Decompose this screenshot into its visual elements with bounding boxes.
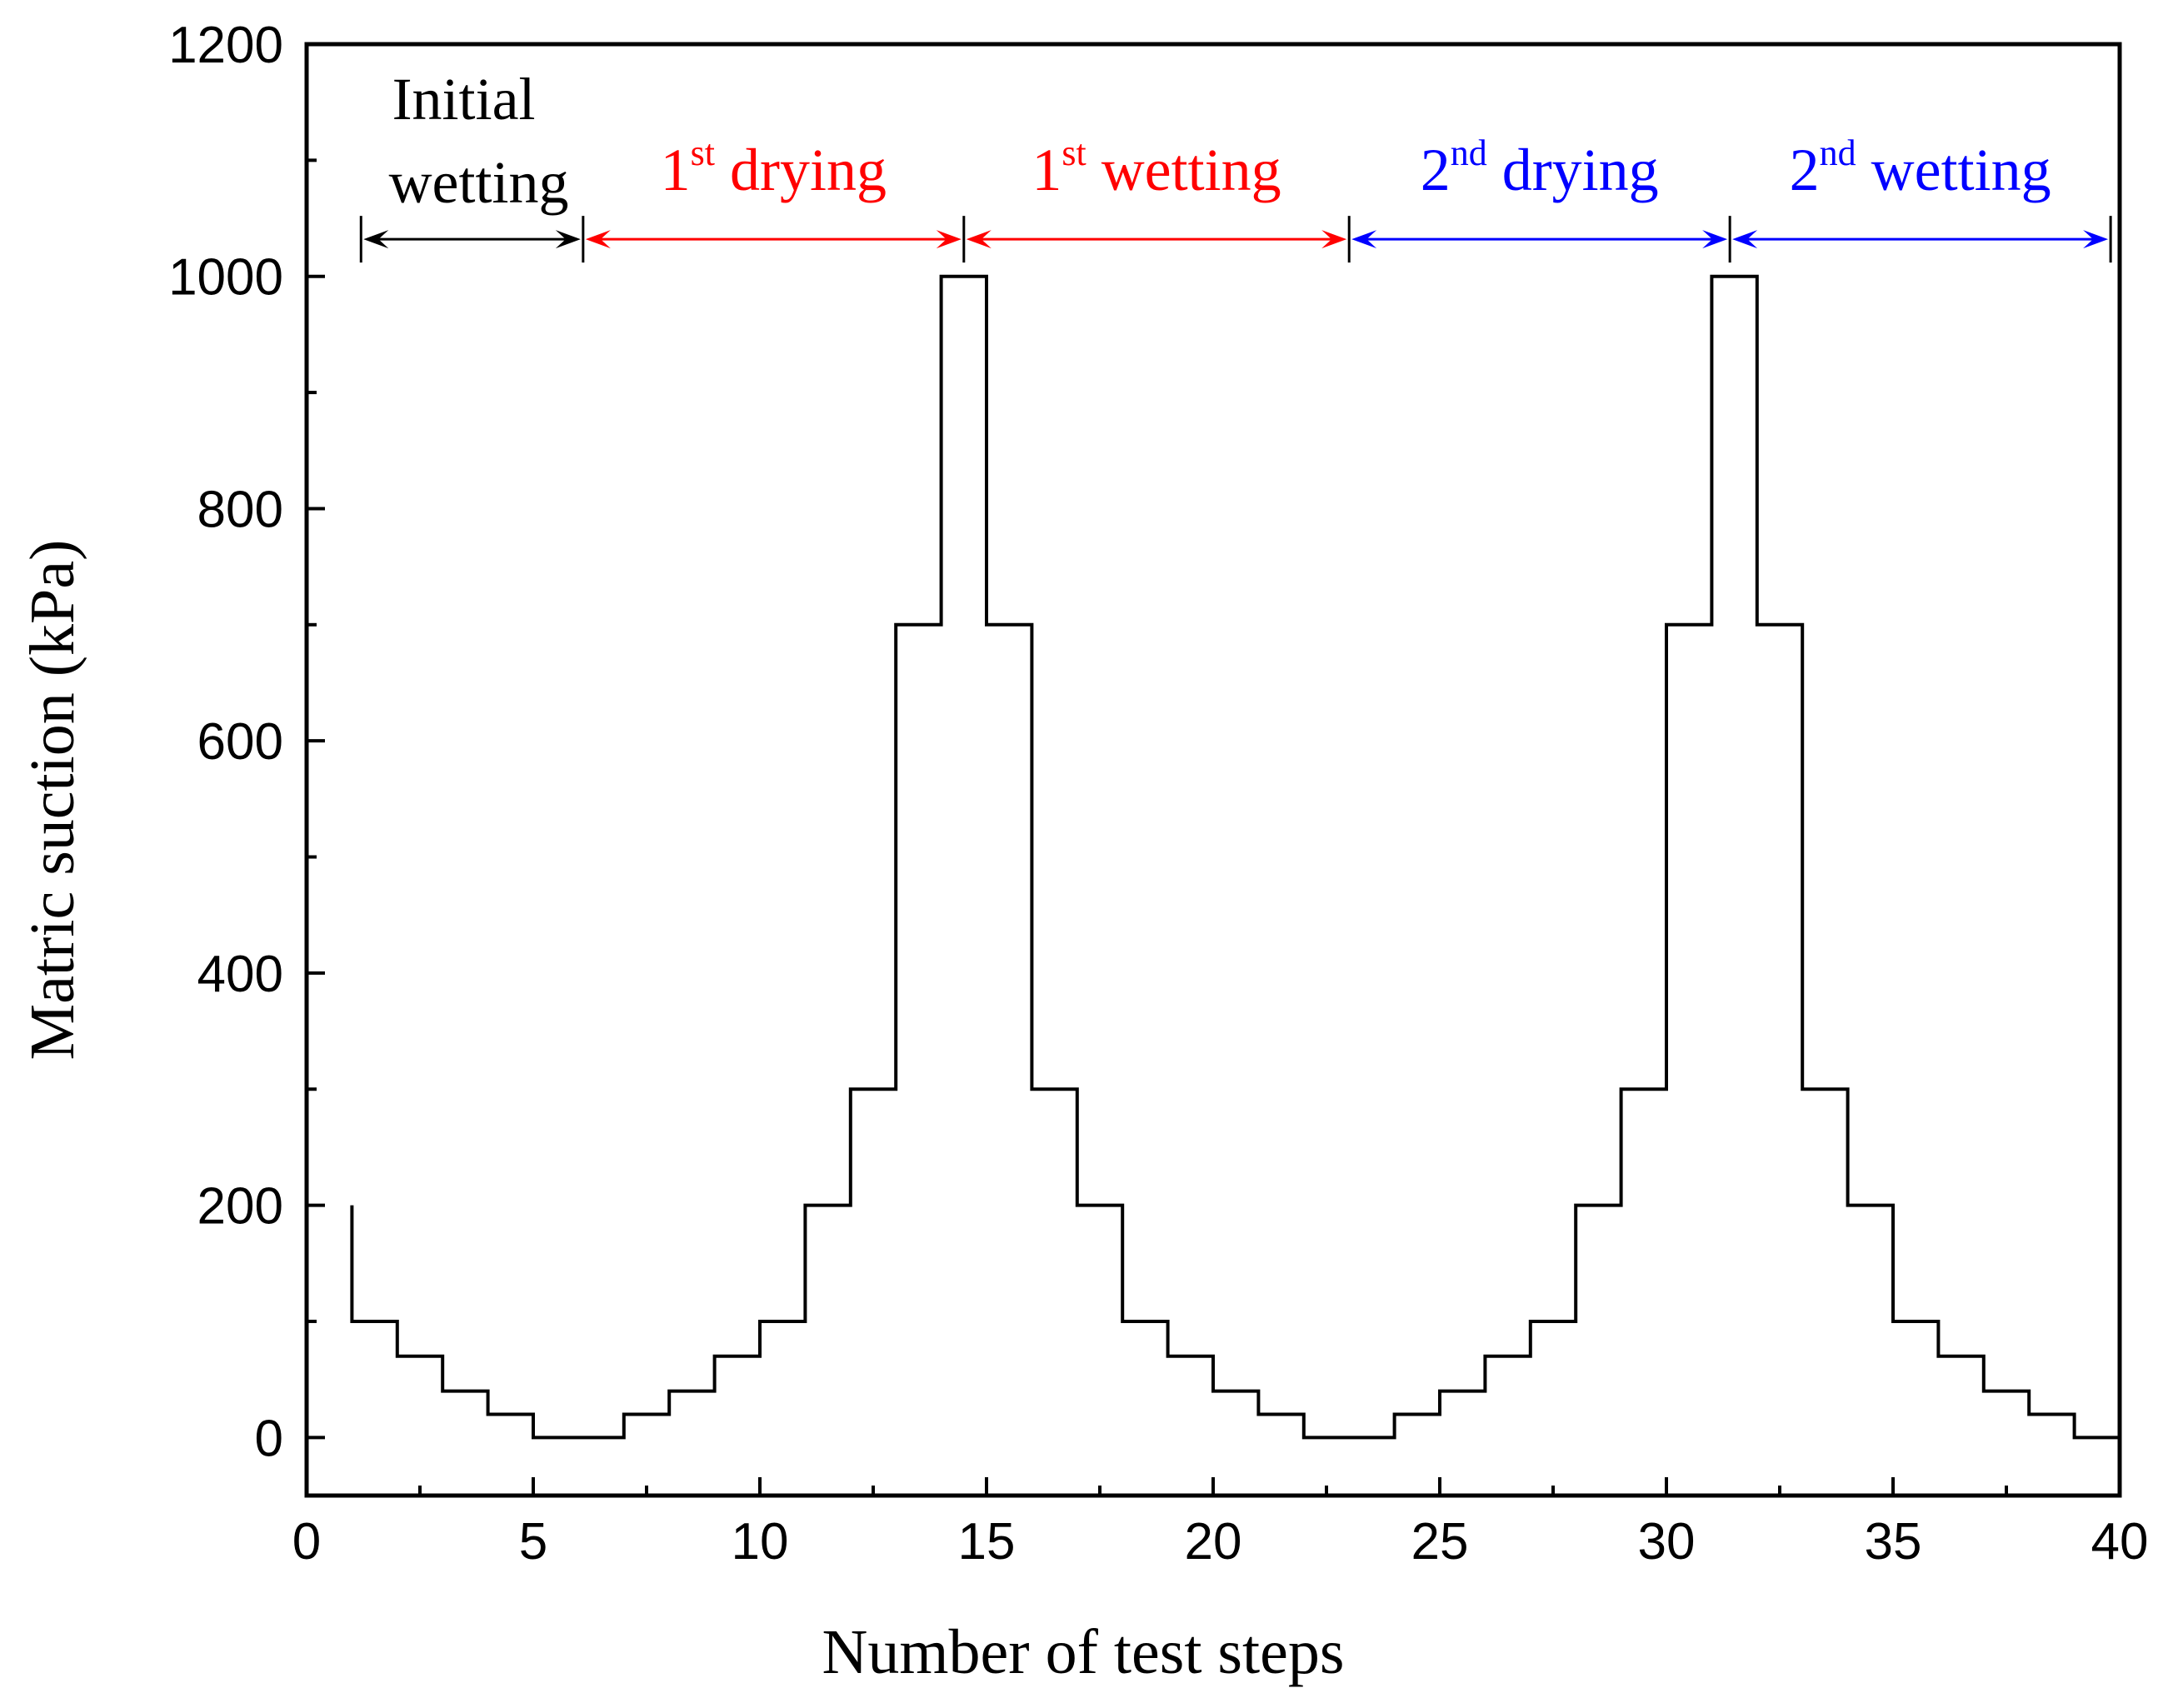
phase-second-wetting: 2nd wetting (1732, 132, 2109, 249)
y-tick-label: 0 (255, 1410, 283, 1467)
y-tick-label: 1000 (168, 249, 283, 307)
phase-label-line2: wetting (389, 149, 569, 216)
plot-frame (304, 42, 2122, 1498)
y-tick-label: 600 (197, 713, 283, 771)
phase-arrow-head-right (936, 230, 962, 249)
phase-label: 1st drying (661, 132, 887, 203)
x-tick-label: 25 (1411, 1513, 1469, 1571)
y-axis-title: Matric suction (kPa) (17, 540, 87, 1061)
x-tick-label: 5 (519, 1513, 547, 1571)
x-tick-label: 40 (2091, 1513, 2149, 1571)
phase-label-line1: Initial (392, 66, 536, 132)
phase-second-drying: 2nd drying (1351, 132, 1728, 249)
x-tick-label: 20 (1185, 1513, 1242, 1571)
phase-label: 2nd drying (1421, 132, 1659, 203)
y-tick-label: 1200 (168, 17, 283, 74)
y-tick-label: 200 (197, 1178, 283, 1236)
phase-first-drying: 1st drying (585, 132, 962, 249)
x-tick-label: 35 (1865, 1513, 1922, 1571)
y-tick-label: 400 (197, 946, 283, 1003)
x-tick-label: 15 (958, 1513, 1016, 1571)
x-axis-title: Number of test steps (822, 1617, 1345, 1687)
phase-arrow-head-right (555, 230, 581, 249)
plot-area (350, 274, 2120, 1440)
x-tick-label: 10 (732, 1513, 789, 1571)
phase-arrow-head-left (585, 230, 611, 249)
y-tick-label: 800 (197, 481, 283, 538)
phase-arrow-head-right (2083, 230, 2109, 249)
x-tick-label: 0 (292, 1513, 321, 1571)
series-line-0 (350, 274, 2120, 1440)
phase-initial-wetting: Initial wetting (363, 66, 581, 249)
phase-arrow-head-left (363, 230, 389, 249)
x-tick-label: 30 (1638, 1513, 1696, 1571)
phase-arrow-head-right (1321, 230, 1347, 249)
phase-label: 2nd wetting (1790, 132, 2051, 203)
phase-arrow-head-left (966, 230, 992, 249)
phase-first-wetting: 1st wetting (966, 132, 1347, 249)
phase-arrow-head-right (1702, 230, 1728, 249)
phase-annotations: Initial wetting 1st drying 1st wetting 2nd d… (359, 66, 2112, 263)
phase-arrow-head-left (1351, 230, 1377, 249)
phase-arrow-head-left (1732, 230, 1758, 249)
phase-label: 1st wetting (1032, 132, 1281, 203)
